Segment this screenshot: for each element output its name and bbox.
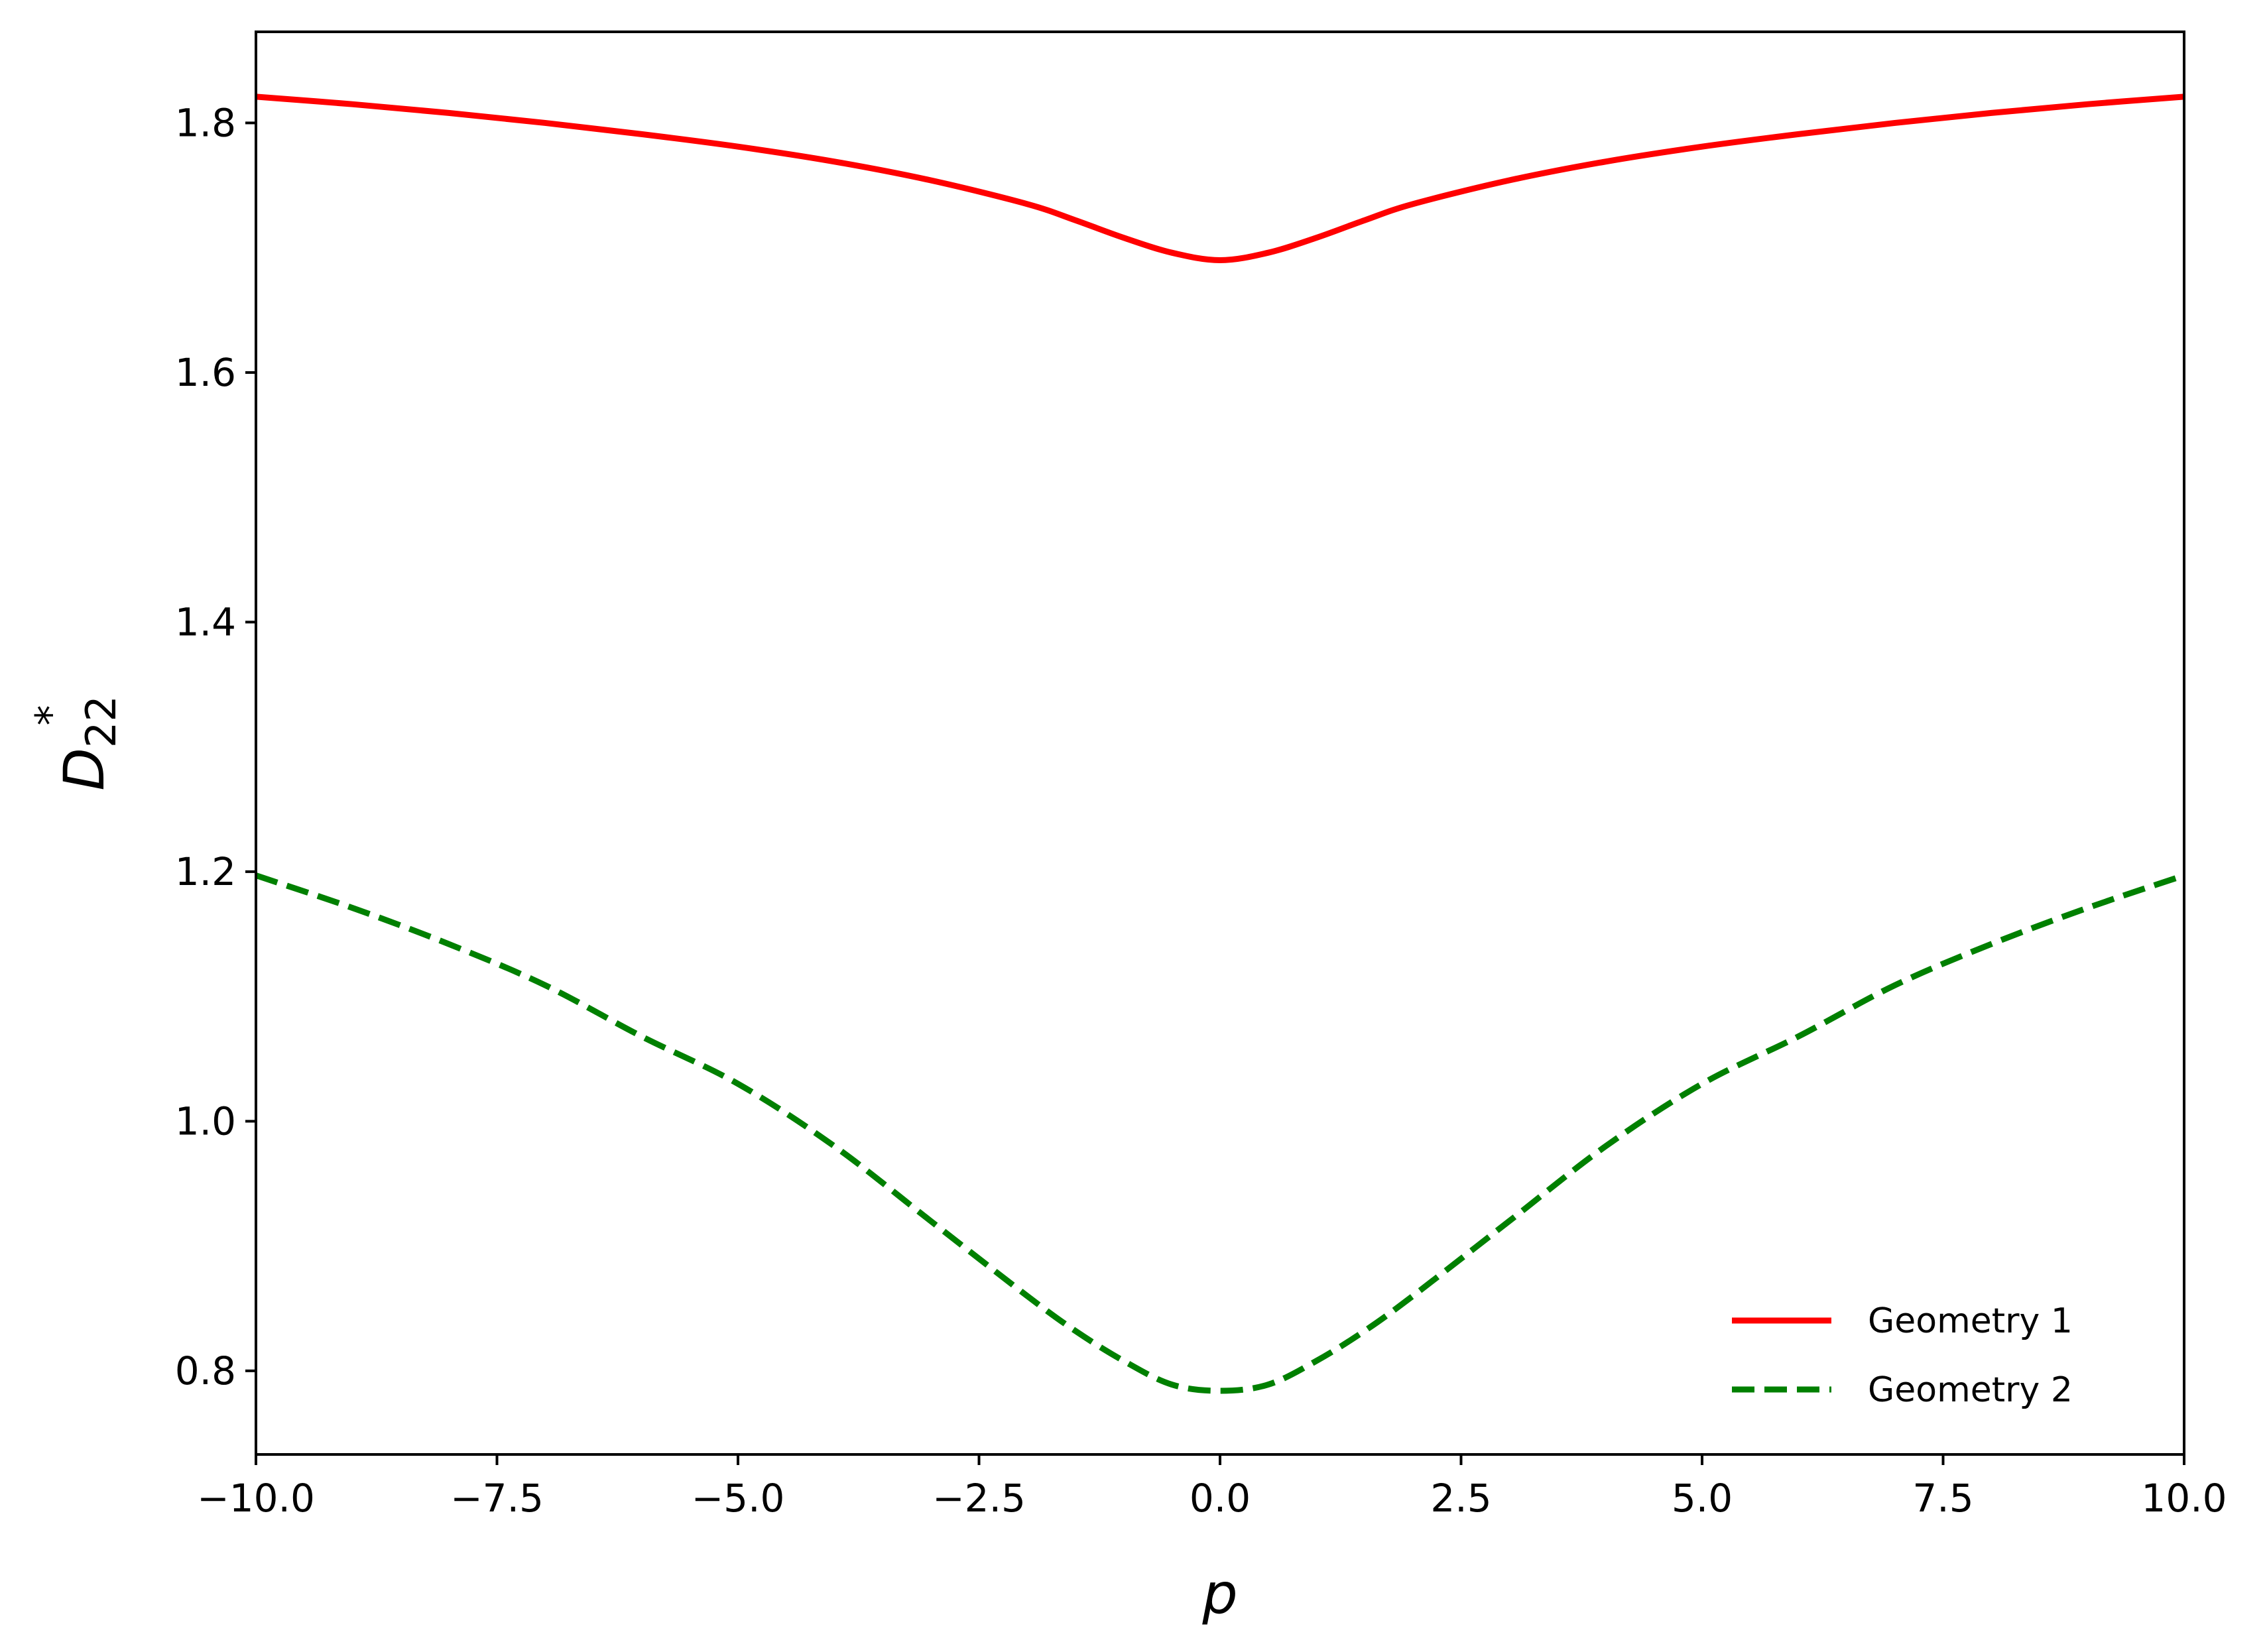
x-tick-label: 7.5	[1912, 1476, 1973, 1521]
x-tick-label: −2.5	[932, 1476, 1026, 1521]
series-line-1	[255, 93, 2185, 263]
legend: Geometry 1 Geometry 2	[1732, 1301, 2073, 1410]
y-tick-label: 1.4	[175, 599, 236, 644]
x-tick-label: 10.0	[2141, 1476, 2227, 1521]
x-axis-label: p	[1201, 1561, 1237, 1626]
x-tick-label: −10.0	[197, 1476, 315, 1521]
y-axis-ticks: 0.8 1.0 1.2 1.4 1.6 1.8	[175, 100, 256, 1393]
y-axis-label-base: D	[52, 748, 117, 791]
y-tick-label: 1.8	[175, 100, 236, 145]
legend-label-1: Geometry 1	[1868, 1301, 2073, 1341]
x-axis-ticks: −10.0 −7.5 −5.0 −2.5 0.0 2.5 5.0 7.5 10.0	[197, 1454, 2227, 1521]
series-line-2	[255, 872, 2185, 1394]
y-tick-label: 1.6	[175, 350, 236, 395]
y-tick-label: 1.0	[175, 1098, 236, 1144]
x-tick-label: 2.5	[1430, 1476, 1491, 1521]
x-tick-label: −5.0	[692, 1476, 785, 1521]
y-tick-label: 1.2	[175, 849, 236, 894]
series-layer	[255, 93, 2185, 1394]
y-tick-label: 0.8	[175, 1348, 236, 1393]
legend-label-2: Geometry 2	[1868, 1370, 2073, 1410]
y-axis-label: D22 *	[27, 695, 125, 791]
y-axis-label-subscript: 22	[77, 695, 125, 748]
x-tick-label: −7.5	[450, 1476, 544, 1521]
svg-text:D22: D22	[52, 695, 125, 791]
x-tick-label: 0.0	[1190, 1476, 1251, 1521]
y-axis-label-superscript: *	[27, 705, 75, 726]
x-tick-label: 5.0	[1672, 1476, 1733, 1521]
